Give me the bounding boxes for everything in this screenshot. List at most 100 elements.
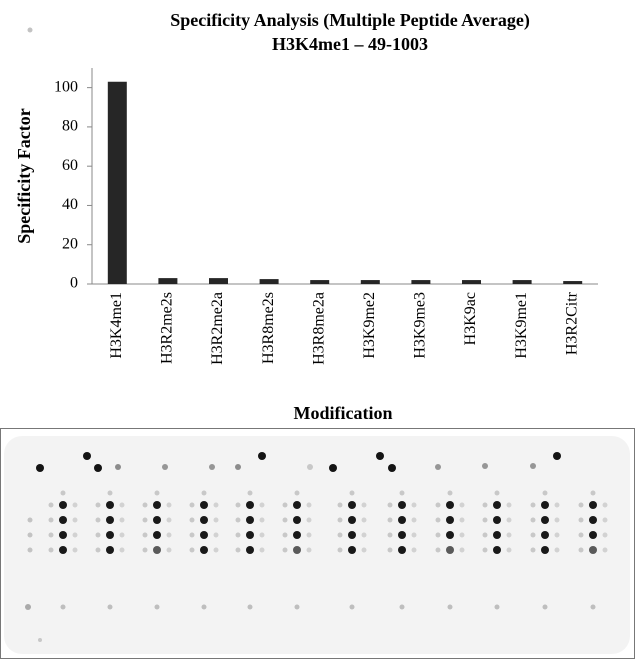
blot-spot bbox=[578, 517, 584, 523]
blot-spot bbox=[361, 532, 367, 538]
bar bbox=[411, 280, 431, 284]
blot-spot bbox=[398, 501, 406, 509]
blot-spot bbox=[447, 490, 453, 496]
blot-spot bbox=[348, 546, 356, 554]
x-tick-label: H3K9me3 bbox=[412, 292, 429, 359]
blot-spot bbox=[106, 516, 114, 524]
blot-spot bbox=[361, 517, 367, 523]
blot-spot bbox=[553, 452, 561, 460]
blot-spot bbox=[48, 502, 54, 508]
bar bbox=[462, 280, 481, 284]
blot-spot bbox=[398, 516, 406, 524]
x-tick-label: H3R8me2a bbox=[310, 292, 327, 365]
y-tick-label: 40 bbox=[62, 196, 78, 213]
blot-spot bbox=[246, 501, 254, 509]
blot-spot bbox=[435, 517, 441, 523]
blot-spot bbox=[162, 464, 168, 470]
chart-background bbox=[0, 0, 635, 428]
blot-spot bbox=[602, 502, 608, 508]
x-tick-label: H3K4me1 bbox=[108, 292, 125, 359]
blot-spot bbox=[166, 532, 172, 538]
blot-spot bbox=[72, 547, 78, 553]
blot-spot bbox=[293, 546, 301, 554]
blot-spot bbox=[306, 502, 312, 508]
blot-spot bbox=[235, 547, 241, 553]
blot-spot bbox=[542, 490, 548, 496]
blot-spot bbox=[361, 502, 367, 508]
blot-spot bbox=[27, 517, 33, 523]
blot-spot bbox=[48, 532, 54, 538]
blot-spot bbox=[459, 517, 465, 523]
blot-spot bbox=[482, 517, 488, 523]
blot-spot bbox=[25, 604, 31, 610]
blot-spot bbox=[602, 517, 608, 523]
blot-spot bbox=[59, 546, 67, 554]
blot-spot bbox=[349, 604, 355, 610]
blot-spot bbox=[494, 490, 500, 496]
blot-spot bbox=[166, 547, 172, 553]
blot-spot bbox=[235, 502, 241, 508]
blot-spot bbox=[411, 517, 417, 523]
blot-spot bbox=[541, 516, 549, 524]
blot-spot bbox=[115, 464, 121, 470]
blot-spot bbox=[119, 547, 125, 553]
bar bbox=[563, 281, 583, 284]
blot-spot bbox=[48, 547, 54, 553]
blot-spot bbox=[493, 531, 501, 539]
blot-spot bbox=[246, 546, 254, 554]
blot-spot bbox=[493, 546, 501, 554]
blot-spot bbox=[589, 501, 597, 509]
blot-spot bbox=[530, 532, 536, 538]
blot-spot bbox=[337, 547, 343, 553]
blot-spot bbox=[38, 638, 42, 642]
blot-spot bbox=[72, 532, 78, 538]
blot-spot bbox=[142, 532, 148, 538]
blot-spot bbox=[482, 502, 488, 508]
blot-spot bbox=[293, 531, 301, 539]
bar bbox=[310, 280, 330, 284]
blot-spot bbox=[506, 547, 512, 553]
blot-spot bbox=[589, 516, 597, 524]
blot-spot bbox=[282, 517, 288, 523]
x-tick-label: H3K9ac bbox=[462, 292, 479, 345]
blot-spot bbox=[376, 452, 384, 460]
blot-spot bbox=[95, 532, 101, 538]
blot-spot bbox=[200, 516, 208, 524]
x-axis-title: Modification bbox=[294, 403, 393, 423]
blot-spot bbox=[36, 464, 44, 472]
blot-spot bbox=[459, 547, 465, 553]
blot-spot bbox=[554, 502, 560, 508]
blot-image bbox=[0, 27, 635, 659]
blot-spot bbox=[447, 604, 453, 610]
blot-spot bbox=[361, 547, 367, 553]
blot-spot bbox=[530, 502, 536, 508]
blot-spot bbox=[494, 604, 500, 610]
blot-spot bbox=[189, 502, 195, 508]
blot-spot bbox=[506, 532, 512, 538]
blot-spot bbox=[27, 532, 33, 538]
x-tick-label: H3R2me2a bbox=[209, 292, 226, 365]
blot-spot bbox=[119, 532, 125, 538]
blot-spot bbox=[235, 517, 241, 523]
blot-spot bbox=[106, 546, 114, 554]
blot-spot bbox=[506, 502, 512, 508]
blot-spot bbox=[554, 547, 560, 553]
blot-spot bbox=[602, 547, 608, 553]
blot-spot bbox=[95, 517, 101, 523]
blot-spot bbox=[398, 546, 406, 554]
blot-spot bbox=[337, 502, 343, 508]
blot-spot bbox=[200, 531, 208, 539]
blot-spot bbox=[294, 604, 300, 610]
blot-spot bbox=[293, 516, 301, 524]
blot-spot bbox=[306, 517, 312, 523]
y-axis-title: Specificity Factor bbox=[14, 108, 34, 243]
blot-spot bbox=[348, 531, 356, 539]
blot-spot bbox=[387, 547, 393, 553]
blot-spot bbox=[72, 502, 78, 508]
blot-spot bbox=[578, 532, 584, 538]
blot-spot bbox=[189, 532, 195, 538]
blot-spot bbox=[554, 532, 560, 538]
y-tick-label: 0 bbox=[70, 275, 78, 292]
blot-spot bbox=[119, 502, 125, 508]
